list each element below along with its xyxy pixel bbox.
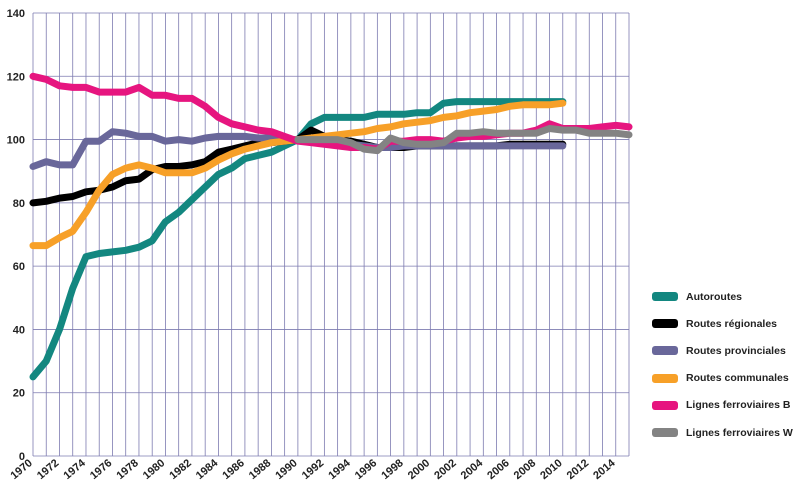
legend-swatch <box>652 346 678 356</box>
x-tick-label: 2002 <box>432 457 458 482</box>
x-tick-label: 1986 <box>220 457 246 482</box>
x-tick-label: 1980 <box>141 457 167 482</box>
legend-swatch <box>652 428 678 438</box>
x-tick-label: 1998 <box>379 457 405 482</box>
legend-label: Lignes ferroviaires W <box>686 426 793 439</box>
x-tick-label: 1990 <box>273 457 299 482</box>
x-tick-label: 1984 <box>194 457 221 482</box>
legend-label: Lignes ferroviaires B <box>686 399 791 412</box>
legend-label: Autoroutes <box>686 290 742 303</box>
grid-lines <box>32 12 630 457</box>
x-tick-label: 1978 <box>114 457 140 482</box>
x-tick-label: 2010 <box>538 457 564 482</box>
y-tick-label: 140 <box>7 8 25 20</box>
y-tick-label: 60 <box>13 261 25 273</box>
x-tick-label: 2000 <box>406 457 432 482</box>
x-axis-tick-labels: 1970 1972 1974 1976 1978 1980 1982 1984 1986 1988… <box>8 457 618 482</box>
legend-item-routes-provinciales: Routes provinciales <box>652 337 794 364</box>
y-tick-label: 80 <box>13 198 25 210</box>
legend-item-routes-communales: Routes communales <box>652 365 794 392</box>
series-line-lignes-ferroviaires-w <box>294 125 633 155</box>
y-tick-label: 120 <box>7 71 25 83</box>
y-tick-label: 100 <box>7 135 25 147</box>
x-tick-label: 1988 <box>247 457 273 482</box>
y-tick-label: 40 <box>13 324 25 336</box>
legend-swatch <box>652 292 678 302</box>
y-tick-label: 20 <box>13 388 25 400</box>
legend-label: Routes régionales <box>686 317 778 330</box>
legend-swatch <box>652 319 678 329</box>
x-tick-label: 1976 <box>88 457 114 482</box>
legend-label: Routes provinciales <box>686 344 786 357</box>
legend-label: Routes communales <box>686 372 789 385</box>
y-tick-label: 0 <box>19 451 25 463</box>
x-tick-label: 2006 <box>485 457 511 482</box>
legend: Autoroutes Routes régionales Routes provin… <box>652 283 794 446</box>
legend-item-lignes-ferroviaires-w: Lignes ferroviaires W <box>652 419 794 446</box>
x-tick-label: 1972 <box>35 457 61 482</box>
legend-item-lignes-ferroviaires-b: Lignes ferroviaires B <box>652 392 794 419</box>
legend-swatch <box>652 400 678 410</box>
legend-swatch <box>652 373 678 383</box>
x-tick-label: 2004 <box>459 457 486 482</box>
x-tick-label: 2008 <box>512 457 538 482</box>
x-tick-label: 1992 <box>300 457 326 482</box>
x-tick-label: 2012 <box>565 457 591 482</box>
x-tick-label: 1970 <box>8 457 34 482</box>
legend-item-autoroutes: Autoroutes <box>652 283 794 310</box>
x-tick-label: 1994 <box>326 457 353 482</box>
series-lines <box>29 72 633 381</box>
legend-item-routes-regionales: Routes régionales <box>652 310 794 337</box>
x-tick-label: 2014 <box>591 457 618 482</box>
x-tick-label: 1982 <box>167 457 193 482</box>
x-tick-label: 1974 <box>61 457 88 482</box>
x-tick-label: 1996 <box>353 457 379 482</box>
y-axis-tick-labels: 0 20 40 60 80 100 120 140 <box>7 8 25 463</box>
